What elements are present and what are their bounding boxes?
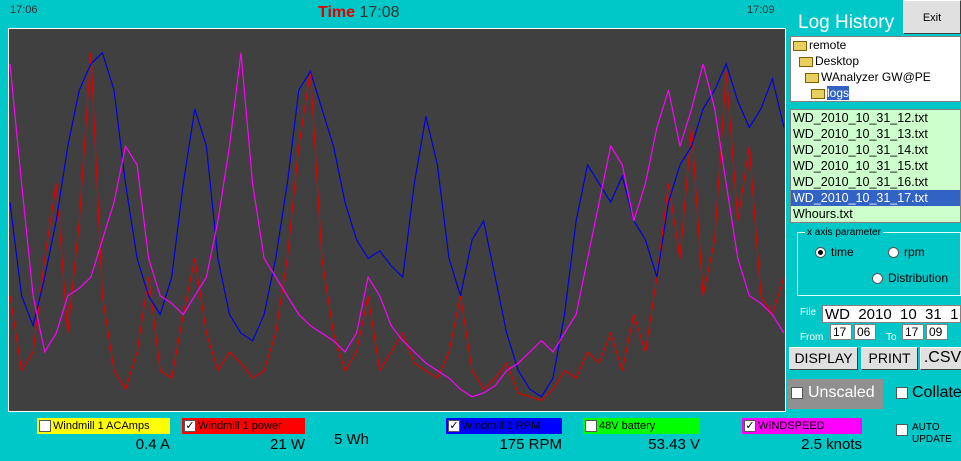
unscaled-label: Unscaled — [808, 384, 875, 401]
legend-checkbox[interactable] — [39, 420, 51, 432]
series-line — [9, 51, 785, 398]
legend-reading: 175 RPM — [499, 436, 562, 453]
radio-button[interactable] — [815, 247, 826, 258]
legend-checkbox[interactable] — [585, 420, 597, 432]
folder-tree[interactable]: remote Desktop WAnalyzer GW@PE logs — [790, 36, 961, 102]
folder-item[interactable]: logs — [791, 85, 960, 101]
folder-name: WAnalyzer GW@PE — [821, 70, 931, 84]
time-start: 17:06 — [10, 4, 38, 16]
unscaled-area — [787, 379, 883, 409]
x-axis-group-title: x axis parameter — [805, 227, 883, 238]
file-name-field[interactable]: WD 2010 10 31 1 — [822, 305, 961, 323]
radio-label: time — [831, 245, 854, 259]
legend-item: Windmill 1 ACAmps — [37, 418, 170, 434]
legend-checkbox[interactable]: ✓ — [184, 420, 196, 432]
folder-name: logs — [827, 86, 850, 100]
time-end: 17:09 — [747, 4, 775, 16]
folder-name: remote — [809, 38, 847, 52]
from-minute[interactable]: 06 — [854, 324, 876, 340]
to-label: To — [886, 332, 897, 343]
auto-update-checkbox[interactable] — [896, 424, 908, 436]
radio-label: Distribution — [888, 271, 949, 285]
file-item[interactable]: WD_2010_10_31_14.txt — [793, 143, 928, 157]
time-label: Time — [318, 4, 356, 21]
file-item[interactable]: WD_2010_10_31_16.txt — [793, 175, 928, 189]
legend-item: Windmill 1 power — [182, 418, 305, 434]
display-button[interactable]: DISPLAY — [789, 347, 858, 370]
radio-button[interactable] — [888, 247, 899, 258]
folder-item[interactable]: remote — [791, 37, 960, 53]
legend-reading: 2.5 knots — [801, 436, 862, 453]
x-axis-group — [797, 232, 961, 296]
file-item[interactable]: WD_2010_10_31_13.txt — [793, 127, 928, 141]
radio-button[interactable] — [872, 273, 883, 284]
file-item[interactable]: WD_2010_10_31_12.txt — [793, 111, 928, 125]
time-mid: 17:08 — [359, 4, 400, 21]
file-label: File — [800, 307, 817, 318]
collate-label: Collate — [912, 384, 961, 401]
folder-icon — [793, 40, 807, 51]
legend-reading: 21 W — [269, 436, 305, 453]
plot-area — [8, 28, 786, 412]
series-line — [9, 52, 785, 398]
folder-name: Desktop — [815, 54, 860, 68]
folder-icon — [799, 56, 813, 67]
print-button[interactable]: PRINT — [861, 347, 918, 370]
from-hour[interactable]: 17 — [830, 324, 852, 340]
radio-label: rpm — [904, 245, 925, 259]
collate-checkbox[interactable] — [896, 387, 908, 399]
to-minute[interactable]: 09 — [926, 324, 948, 340]
file-list[interactable]: WD_2010_10_31_12.txt WD_2010_10_31_13.txt… — [790, 109, 961, 223]
legend-item: 48V battery — [583, 418, 700, 434]
csv-button[interactable]: .CSV — [920, 347, 961, 370]
auto-update-label: AUTO UPDATE — [912, 422, 952, 445]
folder-icon — [811, 88, 825, 99]
exit-button[interactable]: Exit — [903, 0, 961, 34]
file-item[interactable]: Whours.txt — [793, 207, 853, 221]
time-center: Time 17:08 — [318, 4, 400, 22]
legend-checkbox[interactable]: ✓ — [448, 420, 460, 432]
file-item[interactable]: WD_2010_10_31_17.txt — [791, 190, 960, 206]
file-item[interactable]: WD_2010_10_31_15.txt — [793, 159, 928, 173]
energy-reading: 5 Wh — [334, 431, 370, 448]
folder-icon — [805, 72, 819, 83]
folder-item[interactable]: WAnalyzer GW@PE — [791, 69, 960, 85]
from-label: From — [800, 332, 824, 343]
legend-checkbox[interactable]: ✓ — [744, 420, 756, 432]
panel-title: Log History — [798, 12, 895, 33]
to-hour[interactable]: 17 — [902, 324, 924, 340]
legend-reading: 53.43 V — [648, 436, 700, 453]
legend-item: Windmill 1 RPM — [446, 418, 562, 434]
series-line — [9, 52, 785, 402]
folder-item[interactable]: Desktop — [791, 53, 960, 69]
unscaled-checkbox[interactable] — [791, 387, 803, 399]
plot-background — [8, 28, 786, 412]
legend-reading: 0.4 A — [135, 436, 170, 453]
legend-item: WINDSPEED — [742, 418, 862, 434]
